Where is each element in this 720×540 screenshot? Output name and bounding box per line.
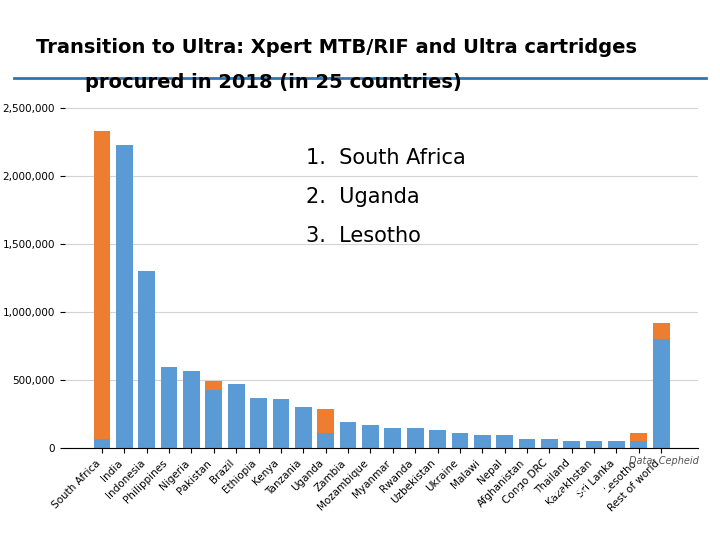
Bar	[340, 422, 356, 448]
Bar	[541, 440, 558, 448]
Bar	[205, 390, 222, 448]
Bar	[474, 435, 490, 448]
Bar	[407, 428, 423, 448]
Text: Data: Cepheid: Data: Cepheid	[629, 456, 698, 467]
Bar	[653, 339, 670, 448]
Bar	[138, 271, 155, 448]
Bar	[631, 441, 647, 448]
Text: procured in 2018 (in 25 countries): procured in 2018 (in 25 countries)	[85, 73, 462, 92]
Bar	[518, 440, 536, 448]
Bar	[295, 407, 312, 448]
Bar	[563, 441, 580, 448]
Bar	[250, 398, 267, 448]
Bar	[161, 367, 178, 448]
Bar	[362, 425, 379, 448]
Bar	[94, 438, 110, 448]
Bar	[585, 441, 603, 448]
Bar	[94, 131, 110, 438]
Bar	[205, 381, 222, 390]
Bar	[653, 323, 670, 339]
Bar	[451, 433, 468, 448]
Bar	[429, 430, 446, 448]
Text: REGIONAL OFFICE FOR: REGIONAL OFFICE FOR	[518, 527, 598, 534]
Bar	[608, 441, 625, 448]
Text: 1.  South Africa
2.  Uganda
3.  Lesotho: 1. South Africa 2. Uganda 3. Lesotho	[305, 147, 465, 246]
Bar	[496, 435, 513, 448]
Bar	[384, 428, 401, 448]
Text: Africa: Africa	[590, 524, 641, 539]
Bar	[318, 409, 334, 433]
Bar	[116, 145, 132, 448]
Bar	[228, 383, 245, 448]
Bar	[273, 399, 289, 448]
Bar	[183, 372, 200, 448]
Text: Transition to Ultra: Xpert MTB/RIF and Ultra cartridges: Transition to Ultra: Xpert MTB/RIF and U…	[36, 38, 637, 57]
Bar	[631, 433, 647, 441]
Bar	[318, 433, 334, 448]
Text: World Health
Organization: World Health Organization	[518, 485, 610, 514]
